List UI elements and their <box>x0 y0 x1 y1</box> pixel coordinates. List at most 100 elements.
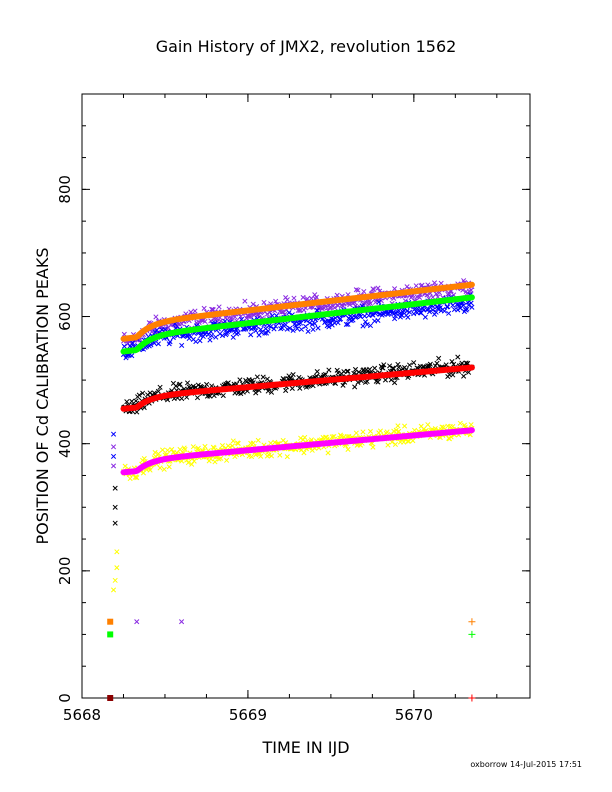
data-point <box>248 332 254 338</box>
data-point <box>204 381 210 387</box>
data-point <box>445 304 451 310</box>
data-point <box>344 434 350 440</box>
data-point <box>407 362 413 368</box>
series-3 <box>120 420 475 482</box>
data-point <box>192 308 198 314</box>
data-point <box>446 310 452 316</box>
data-point <box>396 364 402 370</box>
data-point <box>253 328 259 334</box>
data-point <box>375 285 381 291</box>
series-7 <box>120 427 475 476</box>
data-point <box>372 365 378 371</box>
data-point <box>129 353 135 359</box>
data-point <box>362 313 368 319</box>
data-point <box>376 299 382 305</box>
data-point <box>157 384 163 390</box>
data-point <box>147 467 153 473</box>
data-point <box>355 379 361 385</box>
data-point <box>419 282 425 288</box>
data-point <box>250 301 256 307</box>
data-point <box>157 465 163 471</box>
data-point <box>353 314 359 320</box>
data-point <box>298 326 304 332</box>
data-point <box>261 299 267 305</box>
data-point <box>127 476 133 482</box>
data-point <box>193 339 199 345</box>
data-point <box>360 429 366 435</box>
footer-credit: oxborrow 14-Jul-2015 17:51 <box>470 760 582 769</box>
data-point <box>391 366 397 372</box>
data-layer <box>107 278 476 702</box>
early-data-point <box>114 565 120 571</box>
data-point <box>314 369 320 375</box>
early-data-point <box>112 504 118 510</box>
data-point <box>360 323 366 329</box>
data-point <box>283 387 289 394</box>
data-point <box>167 339 173 345</box>
y-tick-label: 800 <box>56 175 74 204</box>
data-point <box>392 316 398 322</box>
data-point <box>434 360 440 366</box>
data-point <box>273 298 279 304</box>
series-trend-line <box>120 427 475 476</box>
data-point <box>356 369 362 375</box>
data-point <box>430 307 436 313</box>
data-point <box>260 374 266 380</box>
data-point <box>432 363 438 369</box>
data-point <box>439 424 445 430</box>
data-point <box>450 302 456 308</box>
data-point <box>326 367 332 373</box>
data-point <box>431 280 438 286</box>
data-point <box>305 328 311 335</box>
early-data-point <box>110 444 117 450</box>
data-point <box>298 435 304 441</box>
data-point <box>235 440 241 446</box>
data-point <box>344 368 350 374</box>
data-point <box>449 359 455 365</box>
series-trend-line <box>120 281 475 342</box>
data-point <box>280 309 286 315</box>
data-point <box>347 302 353 308</box>
data-point <box>323 371 329 377</box>
y-tick-label: 400 <box>56 429 74 458</box>
series-4 <box>120 281 475 342</box>
data-point <box>220 392 226 399</box>
data-point <box>364 378 370 385</box>
data-point <box>268 324 274 330</box>
data-point <box>323 304 329 310</box>
data-point <box>237 377 243 383</box>
data-point <box>425 422 431 428</box>
data-point <box>367 300 374 306</box>
data-point <box>136 392 142 398</box>
data-point <box>310 326 316 333</box>
y-tick-label: 200 <box>56 557 74 586</box>
data-point <box>401 439 407 445</box>
early-data-point <box>112 520 118 526</box>
data-point <box>208 456 214 462</box>
marker-square <box>107 695 114 701</box>
data-point <box>155 388 161 394</box>
data-point <box>405 314 411 320</box>
data-point <box>265 328 271 334</box>
chart-title: Gain History of JMX2, revolution 1562 <box>156 37 457 56</box>
data-point <box>230 438 236 444</box>
x-axis-label: TIME IN IJD <box>261 738 349 757</box>
data-point <box>313 294 319 300</box>
data-point <box>326 324 332 330</box>
data-point <box>371 286 377 293</box>
data-point <box>184 380 191 386</box>
data-point <box>242 298 248 304</box>
data-point <box>312 321 318 327</box>
data-point <box>396 308 402 314</box>
data-point <box>337 316 344 322</box>
data-point <box>392 380 398 386</box>
data-point <box>451 361 457 367</box>
data-point <box>213 334 219 340</box>
data-point <box>197 338 203 344</box>
data-point <box>378 298 384 304</box>
data-point <box>300 294 306 300</box>
data-point <box>384 429 390 435</box>
early-data-point <box>112 577 118 583</box>
data-point <box>286 310 292 316</box>
data-point <box>202 443 208 449</box>
